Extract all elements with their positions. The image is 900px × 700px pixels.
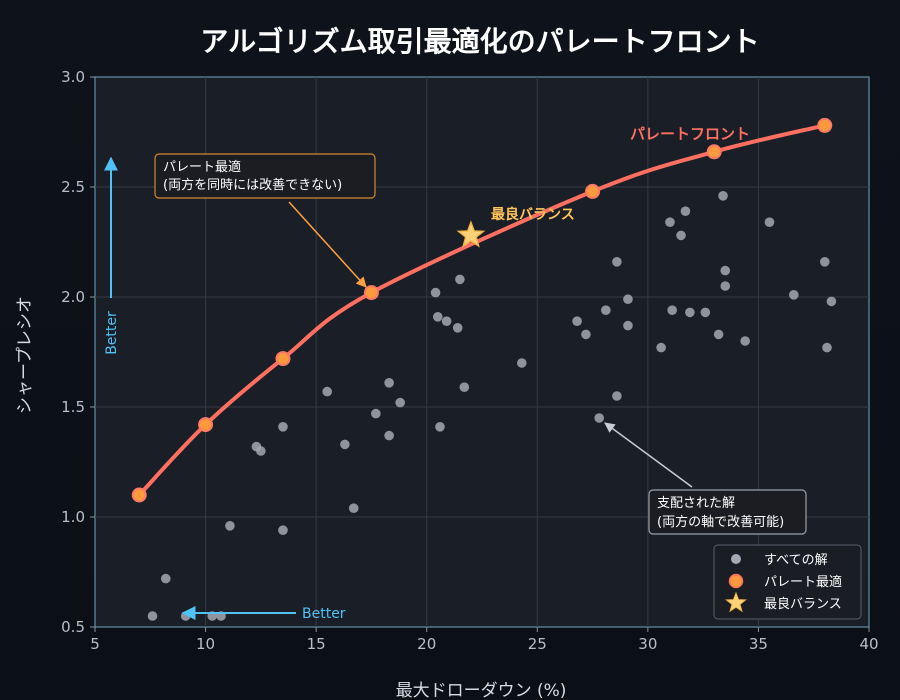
legend-all-solutions-marker [731,554,741,564]
all-solutions-series [147,191,837,621]
solution-point [435,422,445,432]
solution-point [581,329,591,340]
solution-point [278,525,288,535]
legend-box [713,544,862,620]
solution-point [623,320,633,331]
dominated-note-arrow [604,422,693,488]
x-tick-label: 30 [638,635,657,653]
solution-point [278,422,288,432]
solution-point [459,382,470,393]
pareto-note-line-1: パレート最適 [163,159,241,175]
solution-point [819,257,830,267]
y-tick-label: 2.0 [61,288,85,306]
solution-point [656,342,666,353]
best-balance-series [456,220,486,248]
pareto-front-label: パレートフロント [630,125,750,143]
solution-point [713,329,724,340]
legend-best-balance-marker [725,591,747,613]
x-tick-label: 20 [417,635,436,653]
solution-point [764,217,775,227]
solution-point [160,573,171,584]
solution-point [789,290,799,300]
solution-point [384,378,394,388]
x-tick-label: 40 [859,635,878,653]
solution-point [680,206,691,216]
pareto-point [198,417,214,433]
better-y-label: Better [104,311,120,355]
pareto-note-line-2: (両方を同時には改善できない) [163,177,342,193]
solution-point [256,446,266,456]
solution-point [384,430,394,441]
solution-point [395,397,405,408]
legend-best-balance-label: 最良バランス [764,596,842,612]
pareto-optimal-series [131,117,833,503]
axis-ticks: 5 10 15 20 25 30 35 40 0.5 1.0 1.5 2.0 2.5 3.0 [61,68,878,653]
best-balance-point [456,220,486,248]
solution-point [623,294,633,305]
solution-point [348,503,359,513]
y-tick-label: 3.0 [61,68,85,86]
pareto-point [363,285,379,301]
solution-point [665,217,675,227]
solution-point [371,408,381,419]
pareto-point [275,351,291,367]
solution-point [700,307,711,318]
solution-point [685,307,695,318]
y-tick-label: 1.0 [61,508,85,526]
solution-point [720,281,731,291]
solution-point [452,323,463,333]
solution-point [322,386,333,397]
dominated-note-line-1: 支配された解 [657,496,735,511]
legend-pareto-marker [728,573,744,589]
y-tick-label: 2.5 [61,178,85,196]
x-tick-label: 5 [90,635,100,653]
pareto-point [585,183,601,199]
solution-point [667,305,677,316]
solution-point [718,191,728,201]
x-axis-label: 最大ドローダウン (%) [396,681,567,700]
solution-point [720,265,731,276]
legend-pareto-label: パレート最適 [764,574,842,590]
pareto-point [817,117,833,133]
x-tick-label: 10 [196,635,215,653]
pareto-point [131,487,147,503]
solution-point [340,439,350,450]
dominated-note-line-2: (両方の軸で改善可能) [657,514,784,530]
y-axis-label: シャープレシオ [15,296,35,414]
solution-point [147,611,158,621]
legend-all-solutions-label: すべての解 [764,553,828,568]
better-x-label: Better [302,606,346,622]
solution-point [594,413,605,423]
x-tick-label: 15 [307,635,326,653]
best-balance-label: 最良バランス [491,206,575,223]
x-tick-label: 25 [528,635,547,653]
x-tick-label: 35 [749,635,768,653]
y-tick-label: 0.5 [61,618,85,636]
pareto-point [706,144,722,160]
pareto-note-box [154,153,376,199]
solution-point [455,274,465,285]
solution-point [517,358,527,368]
solution-point [612,391,622,401]
solution-point [612,257,622,267]
solution-point [822,342,832,353]
solution-point [676,230,686,241]
solution-point [432,312,443,322]
pareto-note-arrow [288,201,367,288]
solution-point [225,521,235,531]
solution-point [826,296,837,307]
dominated-note-box [648,489,807,535]
solution-point [572,316,582,327]
solution-point [601,305,611,316]
legend: すべての解 パレート最適 最良バランス [713,544,862,620]
solution-point [740,336,750,346]
y-tick-label: 1.5 [61,398,85,416]
chart-title: アルゴリズム取引最適化のパレートフロント [200,25,759,58]
solution-point [441,316,452,327]
solution-point [430,287,441,298]
